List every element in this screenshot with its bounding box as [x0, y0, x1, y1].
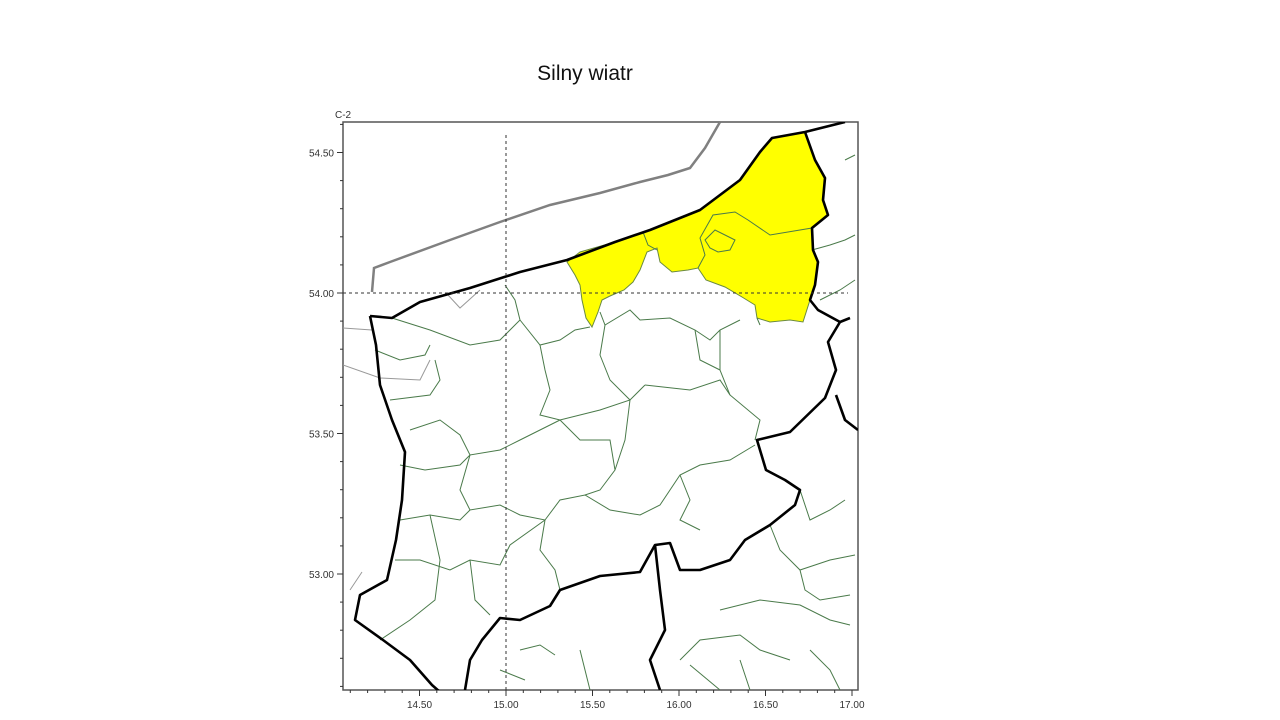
foreign-borders [343, 289, 481, 591]
y-tick-label: 54.00 [309, 289, 334, 300]
x-tick-label: 17.00 [839, 700, 864, 711]
y-tick-label: 53.00 [309, 570, 334, 581]
x-tick-label: 15.50 [580, 700, 605, 711]
y-tick-label: 54.50 [309, 149, 334, 160]
x-tick-label: 14.50 [407, 700, 432, 711]
panel-label: C-2 [335, 110, 352, 121]
sea-boundary [370, 122, 722, 293]
x-tick-label: 15.00 [493, 700, 518, 711]
province-borders [353, 122, 858, 690]
map-title: Silny wiatr [537, 62, 633, 85]
x-tick-label: 16.50 [753, 700, 778, 711]
axes: 14.50 15.00 15.50 16.00 16.50 17.00 54.50 54.00… [309, 123, 865, 711]
y-tick-label: 53.50 [309, 430, 334, 441]
x-tick-label: 16.00 [666, 700, 691, 711]
district-borders [374, 154, 856, 690]
